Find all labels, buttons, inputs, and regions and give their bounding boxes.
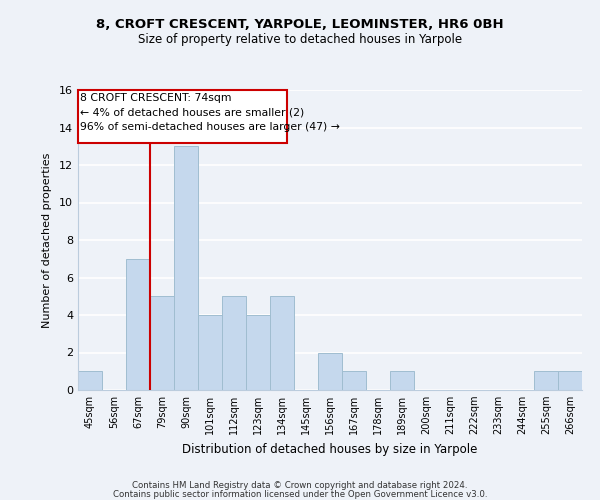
Bar xyxy=(390,371,414,390)
Bar xyxy=(174,146,198,390)
Text: Contains HM Land Registry data © Crown copyright and database right 2024.: Contains HM Land Registry data © Crown c… xyxy=(132,481,468,490)
Bar xyxy=(78,371,102,390)
Bar xyxy=(126,259,150,390)
Bar xyxy=(198,315,222,390)
Bar xyxy=(270,296,294,390)
Bar xyxy=(318,352,342,390)
Bar xyxy=(558,371,582,390)
Bar xyxy=(222,296,246,390)
Bar xyxy=(150,296,174,390)
X-axis label: Distribution of detached houses by size in Yarpole: Distribution of detached houses by size … xyxy=(182,442,478,456)
Text: 8, CROFT CRESCENT, YARPOLE, LEOMINSTER, HR6 0BH: 8, CROFT CRESCENT, YARPOLE, LEOMINSTER, … xyxy=(96,18,504,30)
Bar xyxy=(342,371,366,390)
Text: 8 CROFT CRESCENT: 74sqm
← 4% of detached houses are smaller (2)
96% of semi-deta: 8 CROFT CRESCENT: 74sqm ← 4% of detached… xyxy=(80,93,340,132)
Bar xyxy=(246,315,270,390)
Bar xyxy=(534,371,558,390)
FancyBboxPatch shape xyxy=(78,90,287,142)
Text: Contains public sector information licensed under the Open Government Licence v3: Contains public sector information licen… xyxy=(113,490,487,499)
Text: Size of property relative to detached houses in Yarpole: Size of property relative to detached ho… xyxy=(138,32,462,46)
Y-axis label: Number of detached properties: Number of detached properties xyxy=(42,152,52,328)
